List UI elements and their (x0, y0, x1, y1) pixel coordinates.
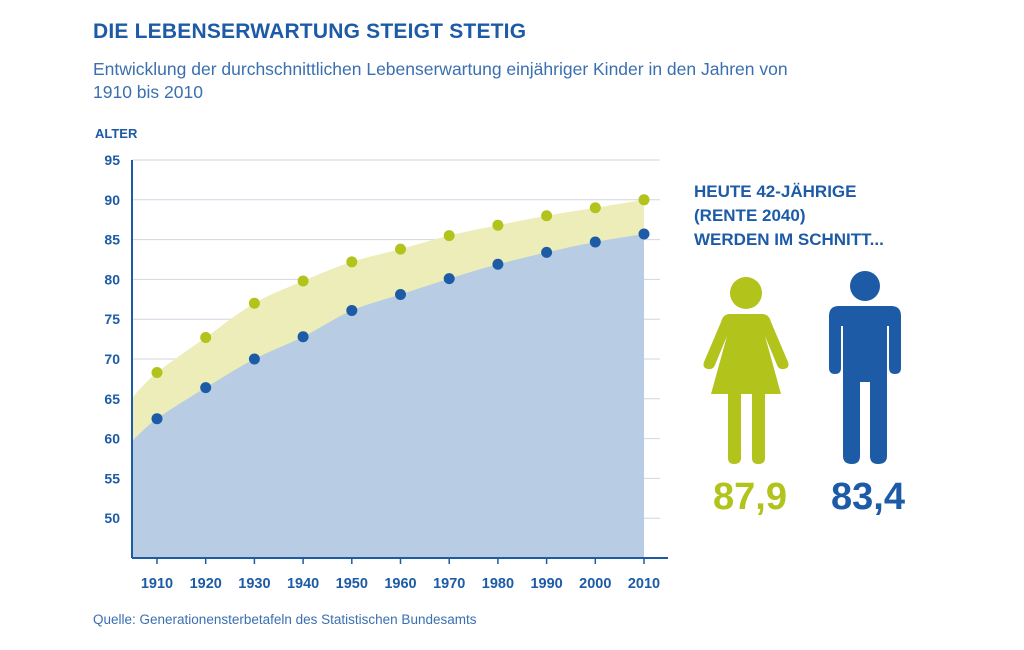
data-points (151, 194, 650, 425)
x-tick-label: 1960 (384, 576, 416, 592)
areas (132, 199, 644, 559)
x-tick-label: 2000 (579, 576, 611, 592)
source-note: Quelle: Generationensterbetafeln des Sta… (93, 612, 477, 627)
y-tick-label: 80 (104, 271, 120, 287)
y-axis-label: ALTER (95, 126, 138, 141)
side-heading-line-3: WERDEN IM SCHNITT... (694, 230, 884, 249)
side-heading-line-2: (RENTE 2040) (694, 206, 806, 225)
series-1-point (151, 367, 163, 379)
chart-title: DIE LEBENSERWARTUNG STEIGT STETIG (93, 20, 527, 43)
series-1-point (346, 256, 358, 268)
man-life-expectancy-value: 83,4 (831, 476, 905, 518)
y-tick-labels: 50 55 60 65 70 75 80 85 90 95 (104, 152, 120, 526)
x-tick-label: 1910 (141, 576, 173, 592)
series-2-point (151, 413, 163, 425)
woman-icon (703, 277, 789, 464)
side-panel-heading: HEUTE 42-JÄHRIGE (RENTE 2040) WERDEN IM … (694, 180, 884, 252)
side-heading-line-1: HEUTE 42-JÄHRIGE (694, 182, 857, 201)
chart-subtitle: Entwicklung der durchschnittlichen Leben… (93, 59, 788, 102)
series-2-point (443, 273, 455, 285)
x-tick-label: 1930 (238, 576, 270, 592)
series-2-point (541, 246, 553, 258)
series-1-point (638, 194, 650, 206)
y-tick-label: 90 (104, 192, 120, 208)
y-tick-label: 75 (104, 311, 120, 327)
y-tick-label: 55 (104, 470, 120, 486)
lower-band-area (132, 234, 644, 558)
y-tick-label: 60 (104, 431, 120, 447)
x-tick-label: 1920 (190, 576, 222, 592)
x-tick-labels: 1910 1920 1930 1940 1950 1960 1970 1980 1990 2000… (141, 576, 660, 592)
x-tick-label: 1970 (433, 576, 465, 592)
series-2-point (589, 236, 601, 248)
x-tick-label: 1990 (530, 576, 562, 592)
x-tick-label: 1940 (287, 576, 319, 592)
man-icon (829, 271, 901, 464)
series-2-point (638, 228, 650, 240)
x-tick-label: 1980 (482, 576, 514, 592)
y-tick-label: 65 (104, 391, 120, 407)
series-1-point (297, 275, 309, 287)
series-2-point (492, 258, 504, 270)
series-1-point (541, 210, 553, 222)
series-2-point (200, 382, 212, 394)
x-tick-label: 1950 (336, 576, 368, 592)
series-1-point (395, 243, 406, 255)
y-tick-label: 70 (104, 351, 120, 367)
series-2-point (248, 353, 260, 365)
series-2-point (346, 304, 358, 316)
y-tick-label: 50 (104, 510, 120, 526)
series-1-point (200, 332, 212, 344)
series-2-point (395, 289, 406, 301)
woman-life-expectancy-value: 87,9 (713, 476, 787, 518)
axes (131, 160, 668, 564)
series-2-point (297, 331, 309, 343)
y-tick-label: 85 (104, 232, 120, 248)
y-tick-label: 95 (104, 152, 120, 168)
series-1-point (443, 230, 455, 242)
x-tick-label: 2010 (628, 576, 660, 592)
series-1-point (492, 219, 504, 231)
series-1-point (248, 297, 260, 309)
series-1-point (589, 202, 601, 214)
